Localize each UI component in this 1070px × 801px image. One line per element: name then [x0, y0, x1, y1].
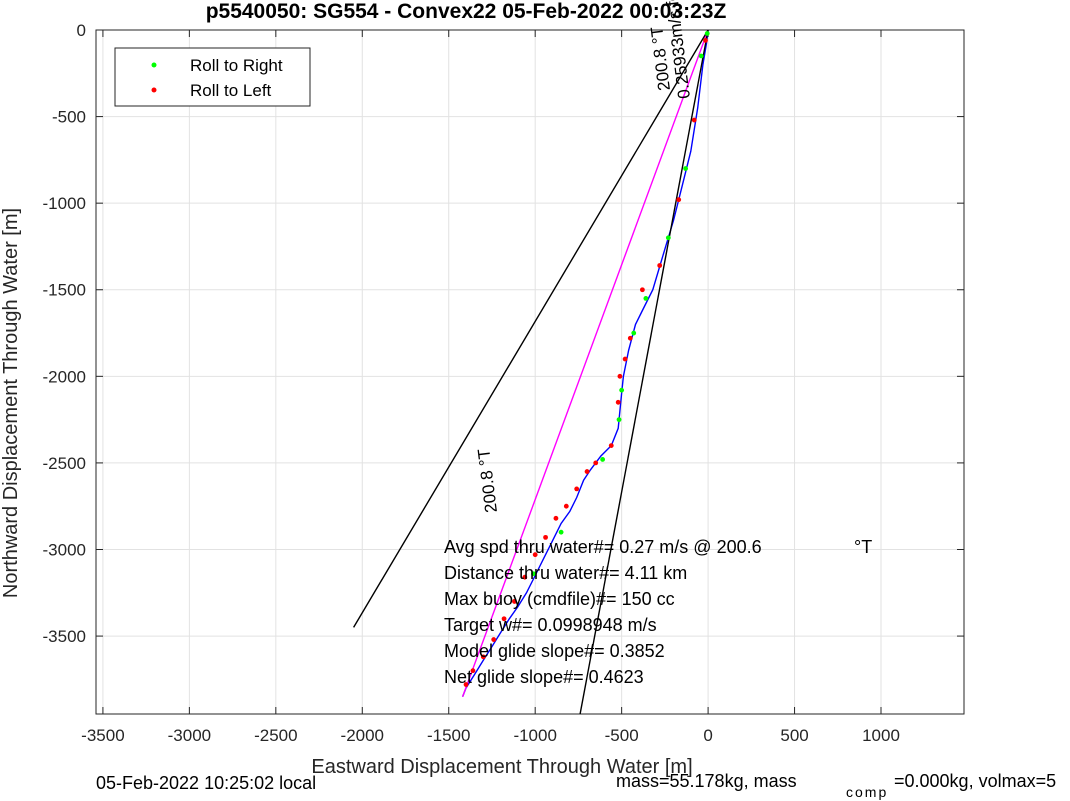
roll-left-point — [480, 654, 486, 660]
legend-marker-roll-left — [151, 87, 157, 93]
legend-box — [114, 47, 311, 107]
x-tick-label: 0 — [703, 726, 712, 745]
stat-line-model-glide: Model glide slope#= 0.3852 — [444, 641, 665, 661]
y-tick-label: -500 — [52, 108, 86, 127]
roll-right-point — [683, 166, 689, 171]
stat-line-net-glide: Net glide slope#= 0.4623 — [444, 667, 644, 687]
y-tick-label: 0 — [77, 21, 86, 40]
stat-line-distance: Distance thru water#= 4.11 km — [444, 563, 687, 583]
roll-left-point — [553, 515, 559, 521]
roll-left-point — [512, 599, 517, 604]
footer: 05-Feb-2022 10:25:02 local mass=55.178kg… — [96, 771, 1056, 800]
stat-line-max-buoy: Max buoy (cmdfile)#= 150 cc — [444, 589, 675, 609]
stat-line-target-w: Target w#= 0.0998948 m/s — [444, 615, 657, 635]
y-tick-label: -3000 — [43, 540, 86, 559]
heading-bound-line-left — [352, 29, 709, 628]
footer-mass-prefix: mass=55.178kg, mass — [616, 771, 797, 791]
chart-title: p5540050: SG554 - Convex22 05-Feb-2022 0… — [206, 0, 727, 23]
roll-right-point — [698, 53, 704, 59]
legend-label-roll-right: Roll to Right — [190, 56, 283, 75]
roll-left-point — [593, 460, 599, 466]
roll-left-point — [657, 263, 663, 268]
footer-local-time: 05-Feb-2022 10:25:02 local — [96, 773, 316, 793]
roll-left-point — [532, 552, 538, 558]
x-tick-label: 1000 — [862, 726, 900, 745]
x-tick-label: -2500 — [254, 726, 297, 745]
roll-left-point — [617, 373, 623, 379]
grid-lines — [96, 29, 964, 714]
track-line — [461, 29, 709, 697]
heading-annotation-lower: 200.8 °T — [474, 448, 501, 514]
series-layer — [352, 29, 709, 715]
y-tick-label: -2500 — [43, 454, 86, 473]
roll-right-point — [643, 296, 649, 301]
x-tick-label: -500 — [605, 726, 639, 745]
legend-label-roll-left: Roll to Left — [190, 81, 272, 100]
x-tick-label: -2000 — [341, 726, 384, 745]
y-tick-label: -1500 — [43, 281, 86, 300]
marker-layer — [463, 31, 710, 687]
x-tick-label: -1000 — [513, 726, 556, 745]
y-tick-label: -3500 — [43, 627, 86, 646]
roll-right-point — [665, 235, 671, 241]
roll-right-point — [616, 417, 622, 423]
roll-right-point — [704, 31, 710, 36]
roll-left-point — [608, 443, 614, 448]
roll-left-point — [563, 503, 569, 509]
roll-left-point — [501, 616, 507, 622]
roll-right-point — [631, 330, 637, 336]
roll-left-point — [522, 574, 528, 580]
stat-line-avg-speed: Avg spd thru water#= 0.27 m/s @ 200.6 — [444, 537, 762, 557]
roll-right-point — [558, 529, 564, 535]
net-displacement-line — [461, 29, 709, 697]
roll-left-point — [574, 486, 580, 492]
y-tick-label: -1000 — [43, 194, 86, 213]
stat-unit: °T — [854, 537, 872, 557]
roll-left-point — [703, 37, 708, 43]
roll-left-point — [639, 287, 645, 293]
roll-left-point — [676, 197, 682, 203]
roll-left-point — [470, 668, 476, 674]
roll-left-point — [543, 534, 548, 540]
y-axis-label: Northward Displacement Through Water [m] — [0, 208, 22, 598]
x-tick-label: -3000 — [168, 726, 211, 745]
roll-left-point — [615, 399, 621, 405]
y-tick-label: -2000 — [43, 367, 86, 386]
roll-left-point — [463, 682, 469, 687]
x-tick-label: -3500 — [81, 726, 124, 745]
x-axis-label: Eastward Displacement Through Water [m] — [311, 756, 692, 778]
x-tick-label: -1500 — [427, 726, 470, 745]
stats-block: Avg spd thru water#= 0.27 m/s @ 200.6 °T… — [444, 537, 872, 687]
footer-mass-subscript: comp — [846, 784, 888, 800]
roll-left-point — [622, 356, 628, 362]
roll-right-point — [619, 387, 625, 393]
heading-bound-line-right — [579, 29, 709, 715]
roll-left-point — [584, 469, 590, 474]
axis-ticks: -3500 -3000 -2500 -2000 -1500 -1000 -500 0 500 10… — [43, 21, 964, 745]
legend-marker-roll-right — [151, 62, 157, 68]
x-tick-label: 500 — [780, 726, 808, 745]
legend: Roll to Right Roll to Left — [114, 47, 311, 107]
footer-mass-suffix: =0.000kg, volmax=5 — [894, 771, 1056, 791]
axes-box — [95, 29, 965, 715]
roll-left-point — [691, 117, 697, 123]
roll-right-point — [600, 457, 606, 462]
roll-right-point — [531, 571, 536, 577]
roll-left-point — [491, 637, 497, 642]
roll-left-point — [627, 335, 633, 341]
